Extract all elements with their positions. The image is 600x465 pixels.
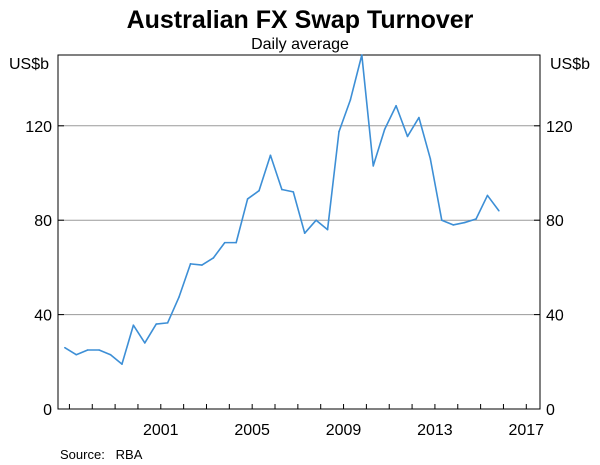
data-point [109,353,112,356]
x-tick-label: 2005 [234,422,270,439]
y-tick-label-left: 40 [34,308,52,325]
chart-subtitle: Daily average [251,36,349,53]
data-point [486,194,489,197]
data-point [155,323,158,325]
x-tick-label: 2001 [143,422,179,439]
y-tick-label-right: 0 [546,402,555,419]
y-tick-label-right: 40 [546,308,564,325]
plot-frame [57,54,541,410]
x-tick-label: 2017 [508,422,544,439]
data-point [349,99,352,101]
data-point [338,130,340,133]
data-point [132,324,135,327]
y-tick-label-left: 80 [34,213,52,230]
data-point [281,188,283,191]
chart-title: Australian FX Swap Turnover [127,6,474,34]
data-point [452,224,454,226]
source-note: Source: RBA [60,447,143,462]
data-point [372,165,375,167]
data-point [326,228,329,231]
data-point [75,353,78,356]
series-layer [64,54,500,365]
data-point [235,241,237,244]
data-point [303,232,306,234]
data-point [98,349,100,351]
series-line [64,54,500,365]
data-point [418,116,420,119]
data-point [498,209,500,212]
data-point [440,219,443,221]
data-point [258,189,260,192]
data-point [86,349,89,351]
y-axis-unit-right: US$b [550,56,590,73]
data-point [463,221,466,224]
y-axis-unit-left: US$b [9,56,49,73]
data-point [269,154,272,157]
data-point [383,128,386,131]
data-point [212,257,215,259]
data-point [166,322,169,324]
tick-labels: 0 0 40 40 80 80 120 120 2001 2005 2009 2013 2017 [25,119,573,439]
data-point [315,219,317,221]
data-point [395,104,397,107]
data-point [189,263,192,265]
data-point [246,198,249,200]
data-point [64,346,66,349]
grid-lines [58,125,540,316]
data-point [292,191,295,193]
y-tick-label-right: 120 [546,119,573,136]
data-point [178,296,180,298]
data-point [121,363,123,365]
data-point [475,218,477,220]
data-point [201,264,203,266]
data-point [429,158,432,160]
x-tick-label: 2013 [417,422,453,439]
data-point [406,135,409,138]
data-point [144,342,146,344]
x-tick-label: 2009 [326,422,362,439]
data-point [223,241,226,244]
axis-ticks [58,125,540,410]
data-point [361,54,363,56]
y-tick-label-left: 120 [25,119,52,136]
y-tick-label-left: 0 [43,402,52,419]
y-tick-label-right: 80 [546,213,564,230]
